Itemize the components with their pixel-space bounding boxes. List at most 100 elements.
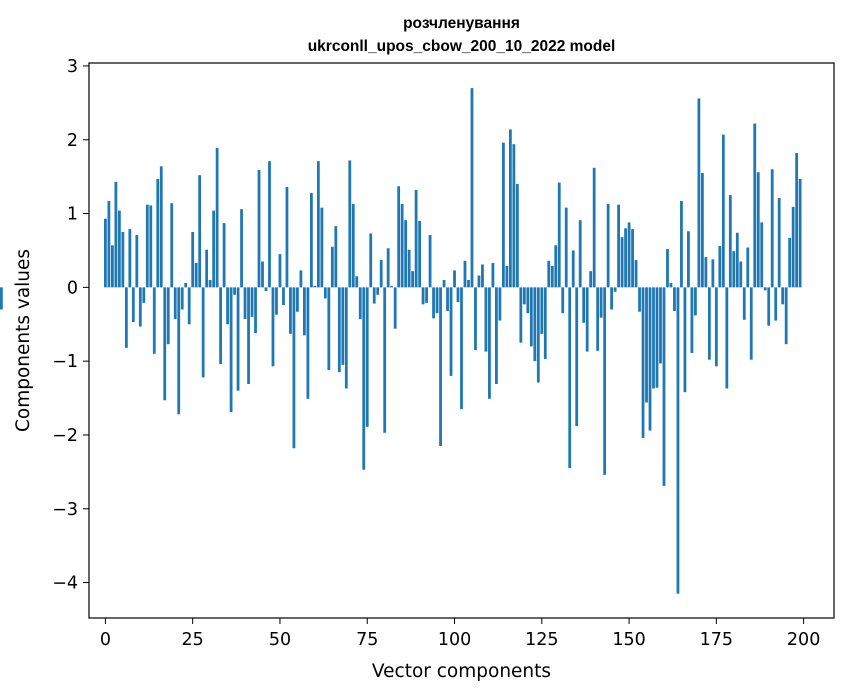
bar: [707, 287, 711, 360]
bar: [669, 282, 673, 288]
bar: [418, 220, 421, 288]
bar: [774, 287, 778, 321]
bar: [386, 248, 390, 288]
bar: [432, 287, 435, 319]
bar: [362, 287, 366, 470]
bar: [198, 175, 202, 288]
bar: [456, 287, 460, 303]
bar: [676, 287, 680, 594]
bar: [687, 231, 690, 288]
bar: [104, 218, 107, 288]
bar: [145, 204, 149, 288]
bar: [425, 287, 428, 303]
bar: [683, 287, 687, 393]
bar: [0, 287, 3, 310]
bar: [187, 287, 191, 325]
bar: [627, 222, 631, 288]
bar: [742, 287, 746, 320]
bar: [502, 142, 505, 288]
bar: [519, 287, 523, 343]
bar: [250, 287, 254, 317]
bar: [568, 287, 572, 469]
bar: [543, 287, 547, 359]
bar: [320, 207, 324, 288]
bar: [648, 287, 652, 431]
bar: [463, 260, 467, 288]
y-tick-label: 3: [67, 57, 78, 77]
bar: [372, 287, 376, 304]
y-axis-ticks: −4 −3 −2 −1 0 1 2 3: [52, 57, 89, 594]
bar: [131, 287, 135, 323]
bar: [358, 287, 362, 320]
bar: [149, 205, 153, 288]
bar: [508, 129, 512, 288]
bar: [474, 287, 477, 351]
bar: [578, 220, 582, 288]
bar: [756, 172, 760, 288]
bar: [261, 261, 264, 288]
bar: [631, 229, 634, 288]
y-tick-label: −1: [52, 352, 78, 372]
bar: [491, 263, 495, 288]
bar: [236, 287, 240, 391]
bar: [571, 250, 575, 288]
bar: [390, 285, 394, 288]
bar: [257, 170, 261, 288]
bar: [421, 287, 425, 305]
bar: [222, 223, 226, 288]
bar: [376, 287, 380, 295]
bar: [442, 279, 446, 288]
bar: [348, 160, 352, 288]
bar: [453, 270, 456, 288]
bar: [725, 287, 729, 389]
bar: [117, 210, 121, 288]
x-axis-label: Vector components: [372, 661, 551, 682]
bar: [620, 237, 624, 288]
bar: [229, 287, 233, 413]
bar: [159, 166, 163, 288]
bar: [393, 287, 397, 329]
bar: [205, 249, 209, 288]
bar: [296, 287, 299, 312]
bar: [397, 186, 401, 288]
bar: [652, 287, 655, 389]
bar: [540, 287, 544, 334]
bar: [191, 232, 195, 288]
bar: [498, 287, 502, 321]
bar: [645, 287, 648, 403]
bar: [369, 233, 373, 288]
bar: [798, 178, 802, 288]
bar: [763, 287, 767, 291]
bar: [488, 287, 491, 399]
bar: [477, 275, 481, 288]
bar: [170, 203, 174, 288]
bar: [226, 287, 229, 325]
bar: [208, 279, 212, 288]
bar: [271, 287, 275, 367]
bar: [411, 271, 415, 288]
bar: [138, 287, 142, 327]
bar: [753, 123, 757, 288]
bar: [575, 287, 579, 427]
bar: [582, 287, 586, 323]
bar: [268, 161, 271, 288]
bar: [704, 257, 708, 288]
bar: [526, 287, 530, 314]
bar: [512, 144, 516, 288]
bar: [292, 287, 296, 449]
bar: [592, 167, 596, 288]
bar: [624, 228, 627, 288]
bar: [554, 245, 558, 288]
bar: [638, 287, 641, 312]
bar: [156, 178, 160, 288]
bar: [309, 192, 313, 288]
bar: [735, 232, 739, 288]
bar: [355, 276, 359, 288]
bar: [589, 271, 593, 288]
x-axis-ticks: 0 25 50 75 100 125 150 175 200: [100, 618, 820, 650]
bar: [110, 245, 114, 288]
bar: [316, 161, 320, 288]
bar: [606, 203, 610, 288]
y-tick-label: −3: [52, 500, 78, 520]
bar: [180, 287, 184, 310]
